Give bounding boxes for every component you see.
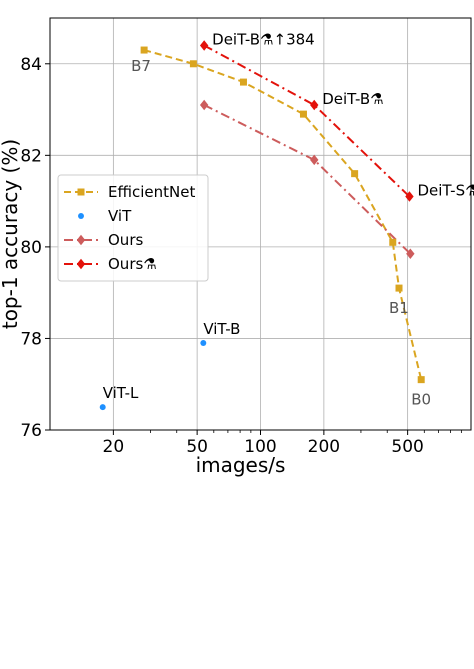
legend-box — [57, 174, 209, 282]
data-point-vit — [200, 340, 207, 346]
legend-label-ours: Ours⚗ — [108, 255, 157, 273]
x-tick-label: 100 — [244, 437, 276, 457]
legend-label-ours: Ours — [108, 231, 143, 249]
data-point-ours — [406, 248, 415, 260]
annotation-label: DeiT-B⚗↑384 — [212, 30, 315, 48]
x-tick-label: 20 — [103, 437, 125, 457]
data-point-efficientnet — [351, 170, 359, 178]
annotation-label: B1 — [389, 299, 409, 317]
x-axis-title: images/s — [196, 453, 286, 477]
tick-labels: 20 50 100 200 500 76 78 80 82 84 — [20, 55, 462, 457]
legend-swatch-marker-vit — [78, 213, 84, 219]
y-axis-title: top-1 accuracy (%) — [0, 139, 22, 329]
x-tick-label: 500 — [391, 437, 423, 457]
legend-swatch-marker-efficientnet — [77, 188, 85, 196]
annotation-label: ViT-B — [203, 320, 240, 338]
annotation-label: B7 — [131, 57, 151, 75]
x-tick-label: 200 — [308, 437, 340, 457]
data-point-efficientnet — [299, 110, 307, 118]
data-point-efficientnet — [239, 78, 247, 86]
legend-label-vit: ViT — [108, 207, 132, 225]
legend: EfficientNet ViT Ours Ours⚗ — [57, 174, 209, 282]
y-tick-label: 78 — [20, 329, 42, 349]
series-markers — [99, 40, 425, 411]
data-point-efficientnet — [395, 284, 403, 292]
annotations: B7 B1 B0 ViT-L ViT-B DeiT-B⚗↑384 DeiT-B⚗ DeiT-S… — [103, 30, 474, 408]
annotation-label: B0 — [411, 391, 431, 409]
data-point-ours — [199, 99, 209, 111]
series-line-efficientnet — [143, 49, 423, 380]
data-point-ours — [310, 154, 319, 166]
legend-swatch-marker-ours — [76, 234, 86, 246]
series-line-ours — [203, 44, 411, 198]
data-point-vit — [99, 404, 106, 411]
legend-label-efficientnet: EfficientNet — [108, 183, 195, 201]
x-tick-label: 50 — [186, 437, 208, 457]
y-tick-label: 82 — [20, 146, 42, 166]
annotation-label: ViT-L — [103, 384, 139, 402]
y-tick-label: 76 — [20, 421, 42, 441]
annotation-label: DeiT-B⚗ — [322, 90, 383, 108]
data-point-ours — [199, 40, 209, 51]
data-point-efficientnet — [389, 238, 397, 246]
data-point-efficientnet — [140, 46, 148, 54]
series-line-ours — [203, 104, 412, 255]
data-point-efficientnet — [417, 376, 425, 384]
data-point-ours — [310, 99, 319, 111]
data-point-efficientnet — [189, 60, 197, 68]
y-tick-label: 84 — [20, 55, 42, 75]
legend-swatch-marker-ours — [76, 258, 86, 270]
y-tick-label: 80 — [20, 238, 42, 258]
annotation-label: DeiT-S⚗ — [417, 182, 474, 200]
series-lines — [143, 44, 423, 380]
data-point-ours — [405, 191, 414, 202]
